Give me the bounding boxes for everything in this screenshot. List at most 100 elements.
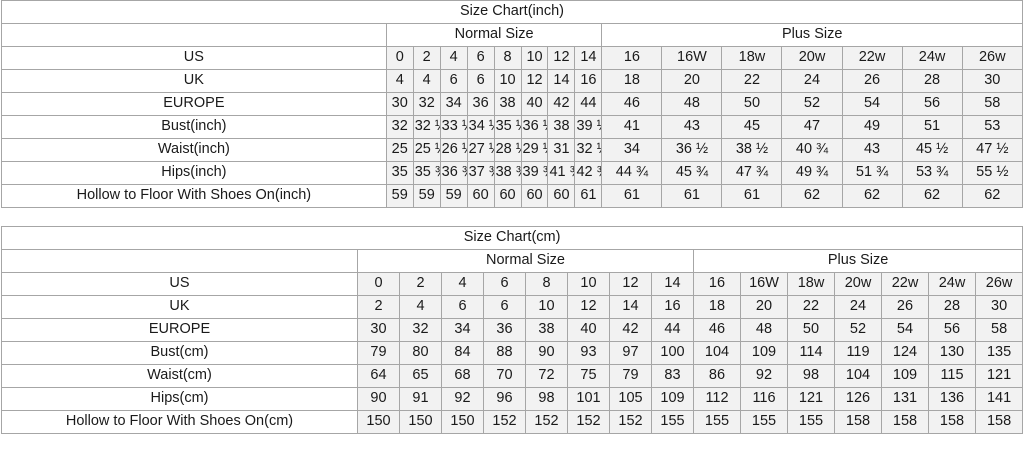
group-header-row: Normal Size Plus Size xyxy=(1,249,1024,273)
table-title-row: Size Chart(cm) xyxy=(0,226,1024,250)
data-cell: 16W xyxy=(740,272,788,296)
data-cell: 0 xyxy=(385,46,414,70)
data-cell: 14 xyxy=(651,272,694,296)
row-label: US xyxy=(1,46,387,70)
data-cell: 116 xyxy=(740,387,788,411)
row-label: Hips(inch) xyxy=(1,161,387,185)
data-cell: 39 ¾ xyxy=(520,161,549,185)
data-cell: 50 xyxy=(787,318,835,342)
row-label: Waist(inch) xyxy=(1,138,387,162)
data-cell: 40 ¾ xyxy=(781,138,843,162)
data-cell: 49 xyxy=(841,115,903,139)
data-cell: 54 xyxy=(841,92,903,116)
data-cell: 130 xyxy=(928,341,976,365)
data-cell: 60 xyxy=(520,184,549,208)
group-header-plus-size: Plus Size xyxy=(601,23,1023,47)
data-cell: 60 xyxy=(466,184,495,208)
data-cell: 79 xyxy=(357,341,400,365)
table-gap-spacer xyxy=(1,208,1023,226)
data-cell: 4 xyxy=(412,69,441,93)
data-cell: 98 xyxy=(525,387,568,411)
data-cell: 80 xyxy=(399,341,442,365)
size-chart-cm-block: Size Chart(cm) Normal Size Plus Size US 0 2 4… xyxy=(0,226,1024,434)
data-cell: 150 xyxy=(357,410,400,434)
data-cell: 6 xyxy=(483,295,526,319)
data-cell: 32 xyxy=(399,318,442,342)
group-header-blank-cell xyxy=(1,23,387,47)
table-title: Size Chart(inch) xyxy=(1,0,1023,24)
row-label: Hips(cm) xyxy=(1,387,358,411)
data-cell: 51 ¾ xyxy=(841,161,903,185)
data-cell: 84 xyxy=(441,341,484,365)
table-row: Hollow to Floor With Shoes On(inch) 59 59 5… xyxy=(1,184,1024,208)
data-cell: 10 xyxy=(567,272,610,296)
data-cell: 4 xyxy=(385,69,414,93)
data-cell: 35 ½ xyxy=(493,115,522,139)
data-cell: 35 ¾ xyxy=(412,161,441,185)
data-cell: 52 xyxy=(834,318,882,342)
data-cell: 79 xyxy=(609,364,652,388)
data-cell: 54 xyxy=(881,318,929,342)
data-cell: 44 xyxy=(651,318,694,342)
row-label: Waist(cm) xyxy=(1,364,358,388)
data-cell: 90 xyxy=(357,387,400,411)
data-cell: 131 xyxy=(881,387,929,411)
data-cell: 48 xyxy=(661,92,723,116)
data-cell: 62 xyxy=(841,184,903,208)
row-label: Hollow to Floor With Shoes On(cm) xyxy=(1,410,358,434)
row-label: Bust(inch) xyxy=(1,115,387,139)
data-cell: 58 xyxy=(974,318,1024,342)
data-cell: 14 xyxy=(574,46,603,70)
data-cell: 38 xyxy=(525,318,568,342)
data-cell: 25 xyxy=(385,138,414,162)
data-cell: 61 xyxy=(601,184,663,208)
data-cell: 6 xyxy=(439,69,468,93)
data-cell: 36 ¾ xyxy=(439,161,468,185)
data-cell: 121 xyxy=(974,364,1024,388)
data-cell: 28 ½ xyxy=(493,138,522,162)
table-row: UK 4 4 6 6 10 12 14 16 18 20 22 24 26 28 30 xyxy=(1,69,1024,93)
data-cell: 38 ¾ xyxy=(493,161,522,185)
data-cell: 18 xyxy=(693,295,741,319)
data-cell: 135 xyxy=(974,341,1024,365)
data-cell: 16 xyxy=(651,295,694,319)
data-cell: 18 xyxy=(601,69,663,93)
data-cell: 59 xyxy=(439,184,468,208)
data-cell: 34 xyxy=(601,138,663,162)
data-cell: 53 ¾ xyxy=(901,161,963,185)
data-cell: 16 xyxy=(574,69,603,93)
data-cell: 34 xyxy=(439,92,468,116)
data-cell: 97 xyxy=(609,341,652,365)
data-cell: 6 xyxy=(441,295,484,319)
table-row: Waist(cm) 64 65 68 70 72 75 79 83 86 92 98 104 109 115… xyxy=(1,364,1024,388)
data-cell: 36 ½ xyxy=(520,115,549,139)
data-cell: 27 ½ xyxy=(466,138,495,162)
data-cell: 24 xyxy=(834,295,882,319)
table-title: Size Chart(cm) xyxy=(0,226,1024,250)
data-cell: 104 xyxy=(693,341,741,365)
data-cell: 30 xyxy=(385,92,414,116)
data-cell: 115 xyxy=(928,364,976,388)
data-cell: 10 xyxy=(493,69,522,93)
data-cell: 47 ½ xyxy=(961,138,1024,162)
data-cell: 119 xyxy=(834,341,882,365)
data-cell: 20w xyxy=(834,272,882,296)
data-cell: 14 xyxy=(547,69,576,93)
data-cell: 158 xyxy=(834,410,882,434)
data-cell: 155 xyxy=(787,410,835,434)
data-cell: 47 ¾ xyxy=(721,161,783,185)
data-cell: 32 ½ xyxy=(412,115,441,139)
data-cell: 37 ¾ xyxy=(466,161,495,185)
data-cell: 61 xyxy=(721,184,783,208)
data-cell: 46 xyxy=(601,92,663,116)
data-cell: 124 xyxy=(881,341,929,365)
data-cell: 155 xyxy=(740,410,788,434)
data-cell: 34 ½ xyxy=(466,115,495,139)
data-cell: 62 xyxy=(781,184,843,208)
data-cell: 109 xyxy=(881,364,929,388)
data-cell: 26w xyxy=(961,46,1024,70)
data-cell: 38 xyxy=(493,92,522,116)
